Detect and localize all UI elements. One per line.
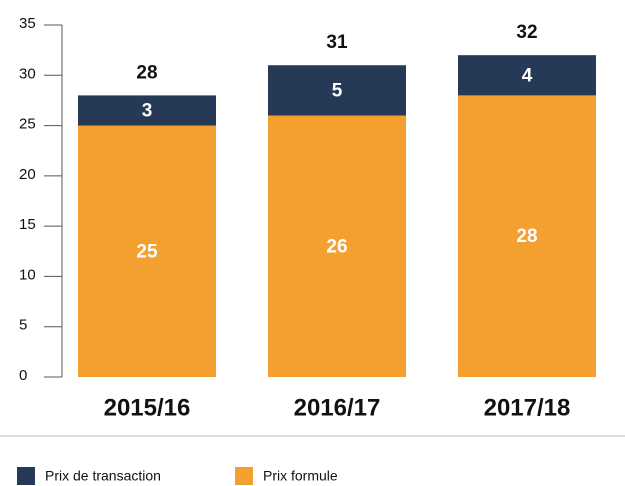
y-tick-label: 20 (19, 166, 36, 183)
y-tick-label: 10 (19, 266, 36, 283)
total-label: 28 (136, 62, 157, 83)
y-tick-label: 15 (19, 216, 36, 233)
x-tick-label: 2015/16 (104, 394, 191, 421)
legend-label: Prix formule (263, 468, 338, 484)
y-tick-label: 0 (19, 367, 27, 384)
y-tick-label: 35 (19, 15, 36, 32)
segment-label: 26 (326, 236, 347, 257)
bar-segment (78, 95, 216, 126)
y-tick-label: 30 (19, 65, 36, 82)
bar-segment (268, 115, 406, 377)
legend-swatch (235, 467, 253, 485)
segment-label: 28 (516, 226, 537, 247)
bar-segment (458, 95, 596, 378)
legend-label: Prix de transaction (45, 468, 161, 484)
bar-segment (458, 55, 596, 96)
segment-label: 4 (522, 65, 533, 86)
x-tick-label: 2017/18 (484, 394, 571, 421)
x-tick-label: 2016/17 (294, 394, 381, 421)
segment-label: 3 (142, 101, 153, 122)
segment-label: 5 (332, 80, 343, 101)
total-label: 32 (516, 22, 537, 43)
y-tick-label: 5 (19, 317, 27, 334)
bar-segment (268, 65, 406, 116)
total-label: 31 (326, 32, 348, 53)
segment-label: 25 (136, 241, 158, 262)
bar-segment (78, 125, 216, 377)
legend-swatch (17, 467, 35, 485)
y-tick-label: 25 (19, 116, 36, 133)
